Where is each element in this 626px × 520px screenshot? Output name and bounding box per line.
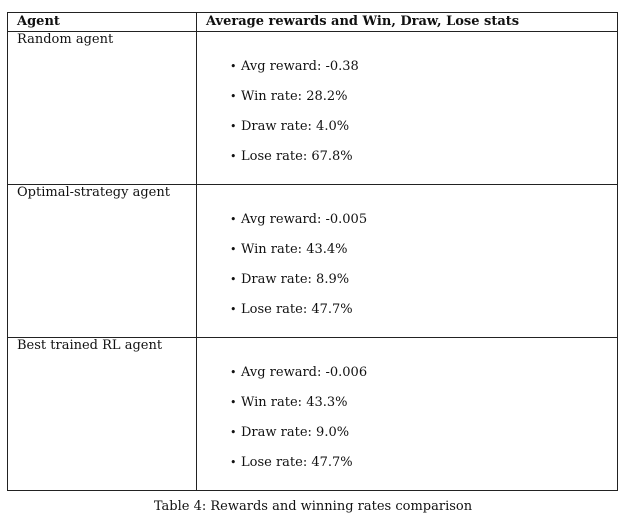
list-item: • Win rate: 28.2% <box>197 82 617 112</box>
stats-list: • Avg reward: -0.38 • Win rate: 28.2% • Dra… <box>197 52 617 172</box>
stat-draw-rate: Draw rate: 8.9% <box>241 272 350 287</box>
stat-lose-rate: Lose rate: 47.7% <box>241 455 353 470</box>
table-row: Random agent • Avg reward: -0.38 • Win rat… <box>7 31 618 185</box>
rewards-comparison-table: Agent Average rewards and Win, Draw, Los… <box>7 12 618 491</box>
list-item: • Avg reward: -0.006 <box>197 358 617 388</box>
list-item: • Lose rate: 47.7% <box>197 448 617 478</box>
stat-win-rate: Win rate: 43.4% <box>241 242 348 257</box>
bullet-icon: • <box>230 120 237 133</box>
agent-name-cell: Optimal-strategy agent <box>7 184 197 338</box>
bullet-icon: • <box>230 60 237 73</box>
list-item: • Draw rate: 8.9% <box>197 265 617 295</box>
stat-draw-rate: Draw rate: 9.0% <box>241 425 350 440</box>
table-row: Optimal-strategy agent • Avg reward: -0.0… <box>7 184 618 338</box>
bullet-icon: • <box>230 150 237 163</box>
bullet-icon: • <box>230 90 237 103</box>
stat-draw-rate: Draw rate: 4.0% <box>241 119 350 134</box>
stat-lose-rate: Lose rate: 47.7% <box>241 302 353 317</box>
agent-name-cell: Best trained RL agent <box>7 337 197 491</box>
list-item: • Avg reward: -0.005 <box>197 205 617 235</box>
table-header-row: Agent Average rewards and Win, Draw, Los… <box>7 12 618 32</box>
list-item: • Draw rate: 9.0% <box>197 418 617 448</box>
table-row: Best trained RL agent • Avg reward: -0.00… <box>7 337 618 491</box>
column-header-stats: Average rewards and Win, Draw, Lose stat… <box>196 12 618 32</box>
table-caption: Table 4: Rewards and winning rates compa… <box>153 499 473 514</box>
list-item: • Win rate: 43.3% <box>197 388 617 418</box>
stat-avg-reward: Avg reward: -0.005 <box>241 212 368 227</box>
list-item: • Lose rate: 67.8% <box>197 142 617 172</box>
bullet-icon: • <box>230 213 237 226</box>
agent-stats-cell: • Avg reward: -0.006 • Win rate: 43.3% • Dr… <box>196 337 618 491</box>
stat-avg-reward: Avg reward: -0.006 <box>241 365 368 380</box>
stat-lose-rate: Lose rate: 67.8% <box>241 149 353 164</box>
bullet-icon: • <box>230 303 237 316</box>
list-item: • Win rate: 43.4% <box>197 235 617 265</box>
bullet-icon: • <box>230 243 237 256</box>
bullet-icon: • <box>230 426 237 439</box>
bullet-icon: • <box>230 273 237 286</box>
list-item: • Lose rate: 47.7% <box>197 295 617 325</box>
list-item: • Avg reward: -0.38 <box>197 52 617 82</box>
stat-avg-reward: Avg reward: -0.38 <box>241 59 359 74</box>
stat-win-rate: Win rate: 43.3% <box>241 395 348 410</box>
stat-win-rate: Win rate: 28.2% <box>241 89 348 104</box>
agent-stats-cell: • Avg reward: -0.38 • Win rate: 28.2% • Dra… <box>196 31 618 185</box>
agent-stats-cell: • Avg reward: -0.005 • Win rate: 43.4% • Dr… <box>196 184 618 338</box>
bullet-icon: • <box>230 456 237 469</box>
bullet-icon: • <box>230 366 237 379</box>
agent-name-cell: Random agent <box>7 31 197 185</box>
list-item: • Draw rate: 4.0% <box>197 112 617 142</box>
column-header-agent: Agent <box>7 12 197 32</box>
stats-list: • Avg reward: -0.005 • Win rate: 43.4% • Dr… <box>197 205 617 325</box>
bullet-icon: • <box>230 396 237 409</box>
stats-list: • Avg reward: -0.006 • Win rate: 43.3% • Dr… <box>197 358 617 478</box>
